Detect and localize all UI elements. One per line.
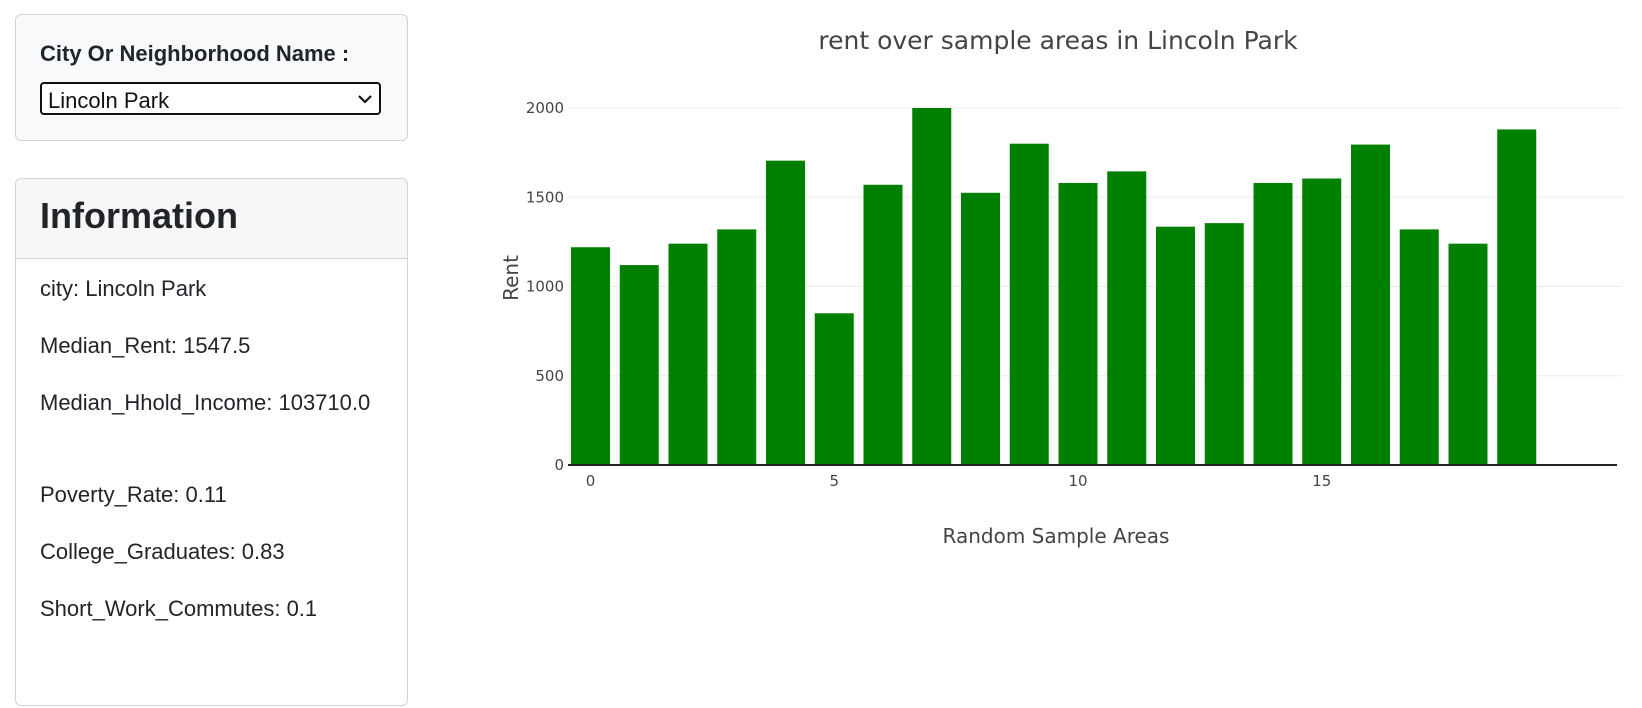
y-tick-label: 500 — [535, 367, 564, 385]
info-item-poverty-rate: Poverty_Rate: 0.11 — [40, 482, 227, 507]
bar[interactable] — [1204, 223, 1244, 465]
bar[interactable] — [1058, 182, 1098, 465]
x-tick-label: 10 — [1068, 472, 1087, 490]
x-tick-label: 0 — [586, 472, 596, 490]
bar[interactable] — [1253, 182, 1293, 465]
y-tick-label: 2000 — [526, 99, 564, 117]
bar[interactable] — [571, 247, 610, 465]
info-item-city: city: Lincoln Park — [40, 276, 207, 301]
info-item-median-income: Median_Hhold_Income: 103710.0 — [40, 390, 371, 415]
bar[interactable] — [1107, 171, 1147, 465]
x-tick-label: 15 — [1312, 472, 1331, 490]
bar[interactable] — [619, 265, 659, 465]
bar[interactable] — [717, 229, 757, 465]
y-axis-title: Rent — [499, 255, 523, 301]
chart-title: rent over sample areas in Lincoln Park — [818, 26, 1298, 55]
x-axis-title: Random Sample Areas — [943, 524, 1170, 548]
bar[interactable] — [766, 160, 805, 465]
bar[interactable] — [1156, 226, 1195, 465]
y-tick-labels: 0 500 1000 1500 2000 — [526, 99, 564, 474]
info-item-median-rent: Median_Rent: 1547.5 — [40, 333, 251, 358]
bar[interactable] — [1302, 178, 1342, 465]
bar[interactable] — [1497, 129, 1537, 466]
bar[interactable] — [961, 192, 1000, 465]
x-tick-labels: 0 5 10 15 — [586, 472, 1332, 490]
bar[interactable] — [1009, 143, 1049, 465]
info-title: Information — [40, 195, 238, 236]
info-header: Information — [16, 179, 407, 259]
bar[interactable] — [1399, 229, 1439, 465]
info-item-short-work-commutes: Short_Work_Commutes: 0.1 — [40, 596, 318, 621]
info-item-college-graduates: College_Graduates: 0.83 — [40, 539, 285, 564]
filter-card: City Or Neighborhood Name : Lincoln Park — [15, 14, 408, 141]
bars — [571, 108, 1537, 466]
filter-label: City Or Neighborhood Name : — [40, 41, 350, 66]
rent-bar-chart: rent over sample areas in Lincoln Park 0… — [499, 26, 1622, 548]
info-card: Information city: Lincoln Park Median_Re… — [15, 178, 408, 706]
bar[interactable] — [1351, 144, 1390, 465]
city-select[interactable]: Lincoln Park — [40, 82, 381, 115]
y-tick-label: 1000 — [526, 278, 564, 296]
bar[interactable] — [863, 184, 903, 465]
y-tick-label: 0 — [554, 456, 564, 474]
x-tick-label: 5 — [829, 472, 839, 490]
bar[interactable] — [1448, 243, 1488, 465]
bar[interactable] — [814, 313, 854, 465]
chevron-down-icon — [358, 95, 372, 104]
bar[interactable] — [668, 243, 708, 465]
city-select-value: Lincoln Park — [48, 88, 170, 113]
y-tick-label: 1500 — [526, 188, 564, 206]
bar[interactable] — [912, 108, 952, 465]
